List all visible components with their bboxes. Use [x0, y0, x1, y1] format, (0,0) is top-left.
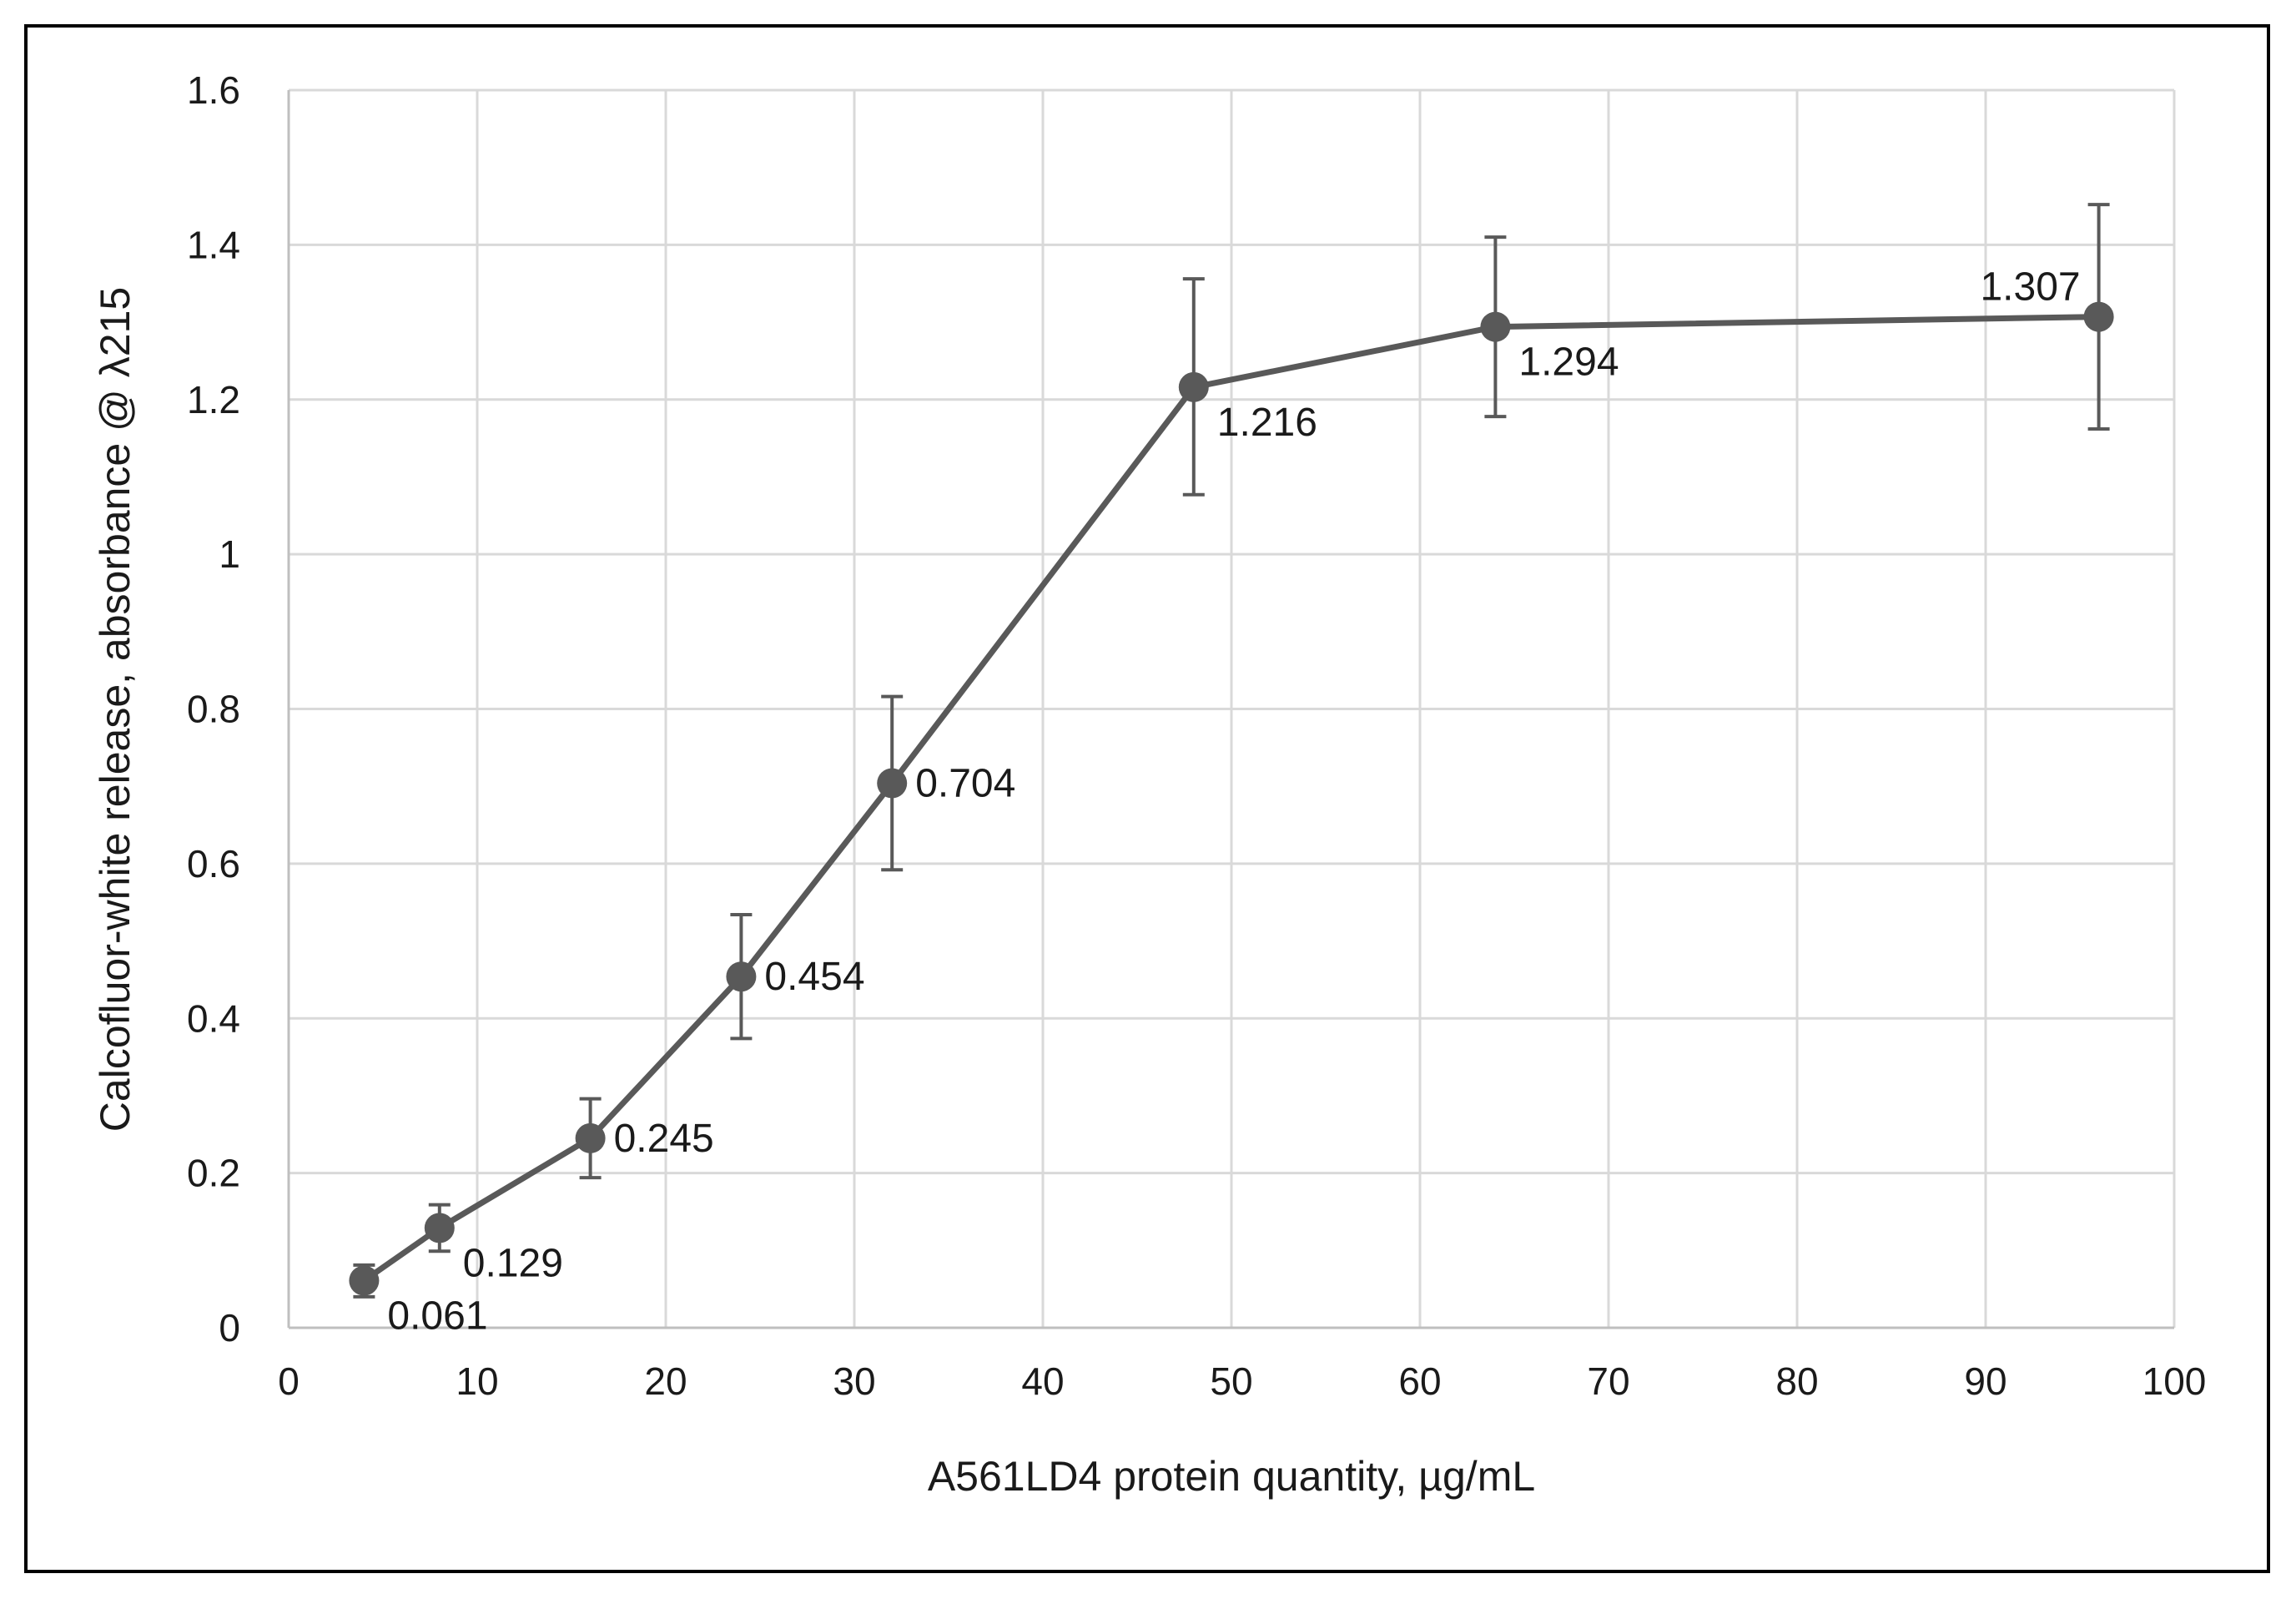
y-axis-label: Calcofluor-white release, absorbance @ λ… [92, 287, 138, 1132]
x-tick-label: 60 [1398, 1359, 1441, 1403]
series-line [362, 314, 2099, 1284]
data-label: 1.294 [1518, 340, 1619, 385]
x-tick-label: 70 [1587, 1359, 1629, 1403]
y-tick-label: 1.4 [187, 223, 240, 266]
data-label: 1.216 [1217, 401, 1317, 445]
data-label: 0.129 [463, 1241, 563, 1285]
data-label: 0.704 [915, 761, 1015, 805]
y-tick-labels: 0 0.2 0.4 0.6 0.8 1 1.2 1.4 1.6 [187, 68, 240, 1349]
data-point [2083, 301, 2114, 332]
data-point [877, 768, 908, 799]
y-tick-label: 1.6 [187, 68, 240, 112]
x-tick-label: 0 [278, 1359, 300, 1403]
y-tick-label: 0.8 [187, 688, 240, 731]
y-tick-label: 0.6 [187, 842, 240, 885]
y-tick-label: 1 [219, 532, 240, 576]
data-point [349, 1265, 380, 1296]
y-tick-label: 0.4 [187, 996, 240, 1040]
y-tick-label: 0 [219, 1306, 240, 1349]
x-tick-label: 40 [1021, 1359, 1064, 1403]
y-tick-label: 1.2 [187, 378, 240, 421]
axes [287, 90, 2174, 1329]
data-label: 0.454 [764, 955, 864, 999]
gridlines [289, 88, 2176, 1328]
data-label: 0.245 [614, 1117, 714, 1161]
y-tick-label: 0.2 [187, 1152, 240, 1195]
x-tick-label: 100 [2142, 1359, 2207, 1403]
x-axis-label: A561LD4 protein quantity, µg/mL [928, 1453, 1535, 1500]
x-tick-labels: 0 10 20 30 40 50 60 70 80 90 100 [278, 1359, 2206, 1403]
x-tick-label: 90 [1964, 1359, 2006, 1403]
data-point [1480, 311, 1511, 342]
x-tick-label: 30 [833, 1359, 875, 1403]
data-label: 1.307 [1980, 265, 2080, 310]
x-tick-label: 80 [1775, 1359, 1818, 1403]
x-tick-label: 10 [456, 1359, 498, 1403]
data-label: 0.061 [387, 1294, 487, 1338]
data-labels: 0.061 0.129 0.245 0.454 0.704 1.216 1.294 1.307 [387, 265, 2080, 1339]
data-point [424, 1213, 455, 1243]
data-point [1178, 371, 1209, 402]
x-tick-label: 50 [1210, 1359, 1252, 1403]
data-series [349, 203, 2114, 1299]
x-tick-label: 20 [644, 1359, 687, 1403]
data-point [726, 961, 757, 992]
data-point [575, 1122, 606, 1153]
chart-border [24, 24, 2270, 1573]
